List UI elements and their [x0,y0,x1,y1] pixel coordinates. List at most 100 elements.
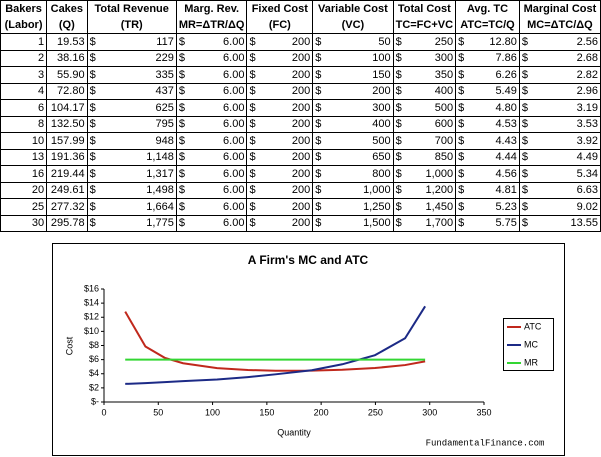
cell-value: 5.23 [495,200,517,213]
table-cell: $300 [392,49,457,67]
currency-symbol: $ [89,134,96,147]
currency-symbol: $ [458,68,465,81]
table-row: 13 191.36 $1,148 $6.00 $200 $650 $850 $4.44 $4.4… [0,148,601,166]
chart-title: A Firm's MC and ATC [248,253,369,267]
cell-value: 437 [155,85,174,98]
legend-label: MC [524,339,538,349]
table-body: 1 19.53 $117 $6.00 $200 $50 $250 $12.80 $2.56 2 38… [0,33,601,232]
cell-value: 4.43 [495,134,517,147]
currency-symbol: $ [249,151,256,164]
currency-symbol: $ [249,134,256,147]
cell-value: 12.80 [489,35,517,48]
header-row: (Labor) (Q) (TR) MR=ΔTR/ΔQ (FC) (VC) TC=FC+VC A… [0,17,601,34]
table-row: 2 38.16 $229 $6.00 $200 $100 $300 $7.86 $2.68 [0,49,601,67]
currency-symbol: $ [395,85,402,98]
cell-value: 2.96 [576,85,598,98]
table-cell: $650 [312,148,394,166]
cell-value: 500 [434,101,454,114]
currency-symbol: $ [315,52,322,65]
header-cell: Variable Cost [312,0,394,17]
currency-symbol: $ [458,167,465,180]
cell-value: 20 [31,184,45,197]
cell-value: 5.75 [495,217,517,230]
currency-symbol: $ [458,118,465,131]
table-cell: 249.61 [46,181,88,199]
cell-value: 1,500 [363,217,391,230]
currency-symbol: $ [249,167,256,180]
cell-value: 200 [291,52,311,65]
x-tick-label: 350 [476,407,491,417]
cell-value: 3.92 [576,134,598,147]
cell-value: 3.19 [576,101,598,114]
table-cell: $13.55 [518,214,601,232]
currency-symbol: $ [249,85,256,98]
cell-value: 1,498 [146,184,174,197]
cell-value: 72.80 [57,85,85,98]
cell-value: 9.02 [576,200,598,213]
cell-value: 132.50 [50,118,85,131]
header-cell: Avg. TC [455,0,520,17]
table-cell: 104.17 [46,99,88,117]
currency-symbol: $ [89,217,96,230]
table-row: 8 132.50 $795 $6.00 $200 $400 $600 $4.53 $3.53 [0,115,601,133]
cell-value: 13 [31,151,45,164]
cell-value: 1,664 [146,200,174,213]
currency-symbol: $ [521,151,528,164]
currency-symbol: $ [178,118,185,131]
cell-value: 50 [378,35,391,48]
currency-symbol: $ [395,184,402,197]
currency-symbol: $ [89,184,96,197]
cell-value: 1,250 [363,200,391,213]
header-cell: MC=ΔTC/ΔQ [518,17,601,34]
table-cell: $1,775 [86,214,177,232]
header-row: Bakers Cakes Total Revenue Marg. Rev. Fixed … [0,0,601,17]
cell-value: 1 [37,35,45,48]
currency-symbol: $ [315,167,322,180]
cell-value: 2.56 [576,35,598,48]
currency-symbol: $ [395,35,402,48]
table-cell: $400 [312,115,394,133]
table-cell: $4.80 [455,99,520,117]
cell-value: 700 [434,134,454,147]
currency-symbol: $ [315,217,322,230]
cell-value: 2 [37,52,45,65]
cell-value: 6.00 [223,85,245,98]
cell-value: 6.00 [223,200,245,213]
cell-value: 795 [155,118,174,131]
currency-symbol: $ [315,101,322,114]
header-cell: Total Revenue [86,0,177,17]
cell-value: 191.36 [50,151,85,164]
currency-symbol: $ [521,184,528,197]
header-cell: Bakers [0,0,48,17]
table-row: 25 277.32 $1,664 $6.00 $200 $1,250 $1,450 $5.23… [0,198,601,216]
table-cell: $250 [392,33,457,51]
cell-value: 1,775 [146,217,174,230]
table-cell: $1,148 [86,148,177,166]
currency-symbol: $ [89,52,96,65]
currency-symbol: $ [249,217,256,230]
header-cell: Cakes [46,0,88,17]
cell-value: 600 [434,118,454,131]
currency-symbol: $ [178,217,185,230]
cell-value: 800 [372,167,391,180]
currency-symbol: $ [315,200,322,213]
cell-value: 150 [372,68,391,81]
cell-value: 200 [291,184,311,197]
currency-symbol: $ [89,118,96,131]
currency-symbol: $ [178,85,185,98]
table-cell: 219.44 [46,165,88,183]
table-cell: 132.50 [46,115,88,133]
cell-value: 850 [434,151,454,164]
currency-symbol: $ [395,101,402,114]
cell-value: 200 [291,118,311,131]
table-cell: $2.56 [518,33,601,51]
y-tick-label: $10 [84,326,99,336]
currency-symbol: $ [178,101,185,114]
table-cell: $4.43 [455,132,520,150]
cell-value: 8 [37,118,45,131]
currency-symbol: $ [315,68,322,81]
table-cell: $4.49 [518,148,601,166]
table-cell: 277.32 [46,198,88,216]
currency-symbol: $ [458,200,465,213]
cell-value: 6.00 [223,68,245,81]
